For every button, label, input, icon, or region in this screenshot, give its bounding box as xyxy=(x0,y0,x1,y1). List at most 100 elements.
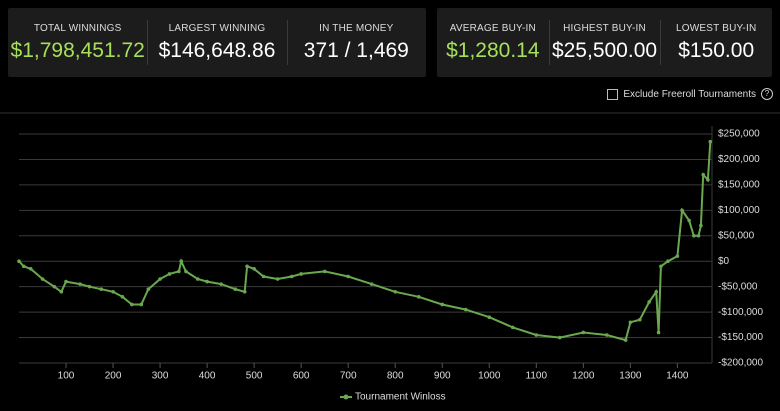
point xyxy=(647,300,651,304)
stat: TOTAL WINNINGS $1,798,451.72 xyxy=(8,8,147,77)
point xyxy=(510,325,515,330)
point xyxy=(21,264,26,269)
point xyxy=(487,315,492,320)
point xyxy=(692,233,696,238)
stat: IN THE MONEY 371 / 1,469 xyxy=(286,8,426,77)
filter-label[interactable]: Exclude Freeroll Tournaments xyxy=(623,88,756,100)
stat-label: TOTAL WINNINGS xyxy=(33,22,122,34)
y-tick-label: $50,000 xyxy=(718,230,755,241)
point xyxy=(130,302,134,307)
point xyxy=(299,272,303,276)
point xyxy=(666,259,670,264)
point xyxy=(393,289,398,294)
y-tick-label: $100,000 xyxy=(718,205,760,216)
point xyxy=(696,233,701,238)
stat-label: AVERAGE BUY-IN xyxy=(449,22,536,34)
point xyxy=(59,289,64,294)
point xyxy=(195,277,200,281)
point xyxy=(289,274,294,279)
x-tick-label: 1200 xyxy=(572,371,595,382)
point xyxy=(675,254,680,258)
point xyxy=(654,289,659,294)
point xyxy=(261,274,266,279)
point xyxy=(87,284,92,289)
point xyxy=(245,264,249,269)
checkbox[interactable] xyxy=(607,88,619,100)
y-tick-label: $150,000 xyxy=(718,180,760,191)
legend-label: Tournament Winloss xyxy=(355,392,446,403)
point xyxy=(322,269,327,274)
x-tick-label: 900 xyxy=(434,371,451,382)
x-tick-label: 700 xyxy=(340,371,357,382)
point xyxy=(64,279,68,284)
point xyxy=(346,274,350,279)
point xyxy=(605,333,609,337)
stat: LARGEST WINNING $146,648.86 xyxy=(147,8,286,77)
filter: Exclude Freeroll Tournaments ? xyxy=(607,88,773,100)
point xyxy=(219,282,224,286)
legend-marker xyxy=(343,394,349,400)
point xyxy=(28,267,33,271)
stat-label: HIGHEST BUY-IN xyxy=(563,22,646,34)
stat-value: $150.00 xyxy=(678,38,755,62)
stat: AVERAGE BUY-IN $1,280.14 xyxy=(437,8,549,77)
point xyxy=(581,330,586,335)
x-tick-label: 1100 xyxy=(526,371,548,382)
stat-value: $146,648.86 xyxy=(158,38,276,62)
point xyxy=(706,178,710,182)
point xyxy=(40,277,45,281)
point xyxy=(623,338,628,342)
stat: LOWEST BUY-IN $150.00 xyxy=(660,8,772,77)
point xyxy=(463,307,468,312)
point xyxy=(680,208,684,213)
point xyxy=(687,218,691,223)
point xyxy=(701,172,706,177)
stats-panel: TOTAL WINNINGS $1,798,451.72 LARGEST WINNI… xyxy=(8,8,426,77)
point xyxy=(534,333,539,337)
point xyxy=(699,223,703,228)
stat-label: LOWEST BUY-IN xyxy=(675,22,757,34)
stat: HIGHEST BUY-IN $25,500.00 xyxy=(548,8,661,77)
point xyxy=(78,282,82,286)
y-tick-label: -$200,000 xyxy=(718,358,763,369)
point xyxy=(369,282,374,286)
x-tick-label: 600 xyxy=(293,371,310,382)
stat-value: $1,280.14 xyxy=(446,38,540,62)
point xyxy=(177,269,181,274)
point xyxy=(440,302,445,307)
y-tick-label: $0 xyxy=(718,256,730,267)
stat-label: IN THE MONEY xyxy=(319,22,394,34)
point xyxy=(167,272,172,276)
x-tick-label: 100 xyxy=(58,371,75,382)
point xyxy=(416,295,421,299)
y-tick-label: -$50,000 xyxy=(718,281,758,292)
point xyxy=(233,287,238,292)
point xyxy=(628,320,633,325)
point xyxy=(242,289,247,294)
point xyxy=(659,264,663,269)
point xyxy=(139,302,144,307)
stats-panel: AVERAGE BUY-IN $1,280.14 HIGHEST BUY-IN $25… xyxy=(437,8,772,77)
x-tick-label: 1300 xyxy=(619,371,642,382)
point xyxy=(17,259,21,264)
point xyxy=(99,287,104,292)
y-tick-label: -$100,000 xyxy=(718,307,763,318)
point xyxy=(184,269,188,274)
stat-value: $25,500.00 xyxy=(551,38,658,62)
point xyxy=(205,279,209,284)
x-tick-label: 200 xyxy=(105,371,122,382)
y-tick-label: $250,000 xyxy=(718,129,760,140)
stat-value: $1,798,451.72 xyxy=(10,38,145,62)
x-tick-label: 500 xyxy=(246,371,263,382)
help-icon[interactable]: ? xyxy=(761,88,773,100)
x-tick-label: 400 xyxy=(199,371,216,382)
series-line xyxy=(18,141,712,342)
y-tick-label: -$150,000 xyxy=(718,332,763,343)
point xyxy=(637,317,642,322)
x-tick-label: 1400 xyxy=(666,371,689,382)
point xyxy=(179,259,184,264)
point xyxy=(275,277,280,281)
point xyxy=(252,267,256,271)
